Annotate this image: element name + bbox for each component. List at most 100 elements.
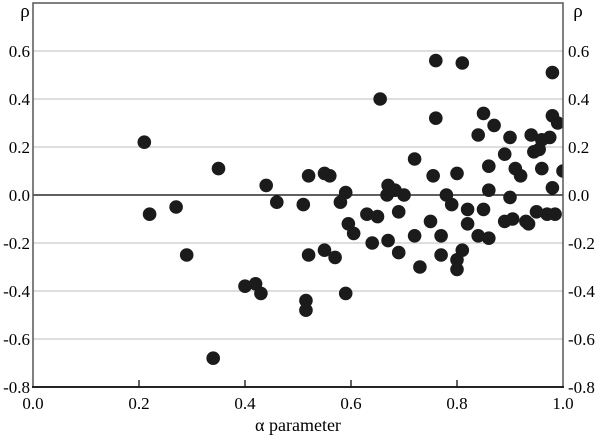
data-point bbox=[503, 190, 517, 205]
data-point bbox=[259, 178, 274, 193]
y-axis-title-left: ρ bbox=[20, 1, 29, 22]
data-point bbox=[542, 130, 557, 145]
data-point bbox=[299, 293, 313, 308]
data-point bbox=[254, 286, 268, 301]
data-point bbox=[471, 229, 486, 243]
data-point bbox=[460, 217, 475, 231]
y-tick-label-left: 0.2 bbox=[9, 138, 30, 157]
data-point bbox=[529, 205, 544, 219]
data-point bbox=[450, 166, 464, 181]
data-point bbox=[346, 226, 361, 241]
data-point bbox=[206, 351, 220, 366]
plot-border bbox=[32, 2, 564, 388]
data-point bbox=[535, 161, 549, 176]
y-tick-label-right: -0.6 bbox=[568, 330, 595, 349]
data-point bbox=[556, 164, 563, 178]
data-point bbox=[370, 209, 385, 224]
data-point bbox=[423, 214, 438, 229]
y-tick-label-left: -0.6 bbox=[3, 330, 30, 349]
data-point bbox=[444, 197, 459, 212]
data-point bbox=[513, 169, 528, 183]
data-point bbox=[455, 56, 470, 70]
data-point bbox=[323, 169, 337, 183]
data-point bbox=[545, 65, 560, 80]
y-tick-label-left: -0.4 bbox=[3, 282, 30, 301]
data-point bbox=[169, 200, 183, 214]
x-tick-label: 0.4 bbox=[234, 394, 256, 413]
x-tick-label: 0.6 bbox=[340, 394, 361, 413]
y-tick-label-right: -0.8 bbox=[568, 378, 595, 397]
y-tick-label-left: -0.8 bbox=[3, 378, 30, 397]
data-point bbox=[373, 92, 387, 106]
y-tick-label-left: -0.2 bbox=[3, 234, 30, 253]
data-point bbox=[476, 202, 491, 217]
data-point bbox=[179, 248, 194, 262]
data-point bbox=[360, 207, 374, 221]
x-tick-label: 0.8 bbox=[446, 394, 467, 413]
x-tick-label: 1.0 bbox=[552, 394, 573, 413]
data-point bbox=[503, 130, 517, 145]
y-axis-title-right: ρ bbox=[573, 1, 582, 22]
data-point bbox=[270, 195, 284, 209]
data-point bbox=[450, 262, 464, 277]
data-point bbox=[413, 260, 427, 274]
data-point bbox=[211, 161, 226, 176]
data-point bbox=[397, 188, 411, 202]
data-point bbox=[521, 217, 536, 231]
y-tick-label-left: 0.4 bbox=[9, 90, 31, 109]
y-tick-label-right: 0.0 bbox=[568, 186, 589, 205]
data-point bbox=[381, 233, 395, 248]
y-tick-label-right: 0.4 bbox=[568, 90, 590, 109]
data-point bbox=[338, 185, 353, 200]
y-tick-label-right: 0.6 bbox=[568, 42, 589, 61]
y-tick-label-left: 0.0 bbox=[9, 186, 30, 205]
data-point bbox=[455, 243, 470, 257]
data-point bbox=[482, 231, 496, 245]
data-point bbox=[301, 248, 316, 262]
data-point bbox=[391, 245, 406, 260]
y-axis-tick-labels-right: 0.6 0.4 0.2 0.0 -0.2 -0.4 -0.6 -0.8 bbox=[568, 42, 595, 397]
data-point bbox=[550, 116, 563, 130]
x-axis-tick-labels: 0.0 0.2 0.4 0.6 0.8 1.0 bbox=[22, 394, 573, 413]
data-point bbox=[301, 169, 316, 183]
data-point bbox=[505, 212, 520, 226]
data-point bbox=[471, 128, 486, 142]
data-points bbox=[137, 53, 563, 366]
data-point bbox=[365, 236, 380, 250]
data-point bbox=[524, 128, 538, 142]
data-point bbox=[317, 243, 332, 257]
data-point bbox=[482, 183, 496, 197]
data-point bbox=[238, 279, 252, 294]
data-point bbox=[482, 159, 496, 173]
data-point bbox=[407, 229, 422, 243]
data-point bbox=[548, 207, 562, 221]
data-point bbox=[407, 152, 422, 166]
data-point bbox=[328, 250, 342, 265]
data-point bbox=[338, 286, 353, 301]
x-tick-label: 0.0 bbox=[22, 394, 43, 413]
data-point bbox=[391, 205, 406, 219]
data-point bbox=[426, 169, 440, 183]
x-tick-label: 0.2 bbox=[128, 394, 149, 413]
data-point bbox=[434, 248, 448, 262]
data-point bbox=[476, 106, 491, 121]
data-point bbox=[429, 53, 443, 68]
gridlines bbox=[33, 50, 563, 340]
y-tick-label-right: -0.4 bbox=[568, 282, 595, 301]
data-point bbox=[497, 147, 512, 161]
data-point bbox=[299, 303, 313, 318]
data-point bbox=[487, 118, 501, 133]
data-point bbox=[137, 135, 152, 149]
x-axis-title: α parameter bbox=[255, 415, 341, 435]
data-point bbox=[142, 207, 157, 221]
data-point bbox=[429, 111, 443, 125]
data-point bbox=[545, 181, 560, 195]
y-tick-label-right: 0.2 bbox=[568, 138, 589, 157]
y-tick-label-right: -0.2 bbox=[568, 234, 595, 253]
data-point bbox=[460, 202, 475, 217]
y-tick-label-left: 0.6 bbox=[9, 42, 30, 61]
y-axis-tick-labels-left: 0.6 0.4 0.2 0.0 -0.2 -0.4 -0.6 -0.8 bbox=[3, 42, 30, 397]
data-point bbox=[296, 197, 311, 212]
